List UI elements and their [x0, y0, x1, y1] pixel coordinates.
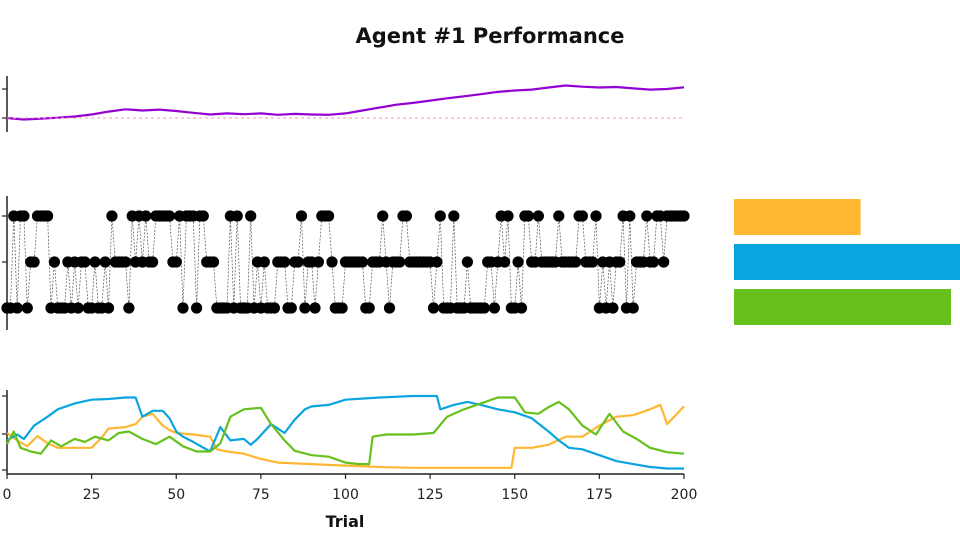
choice-point — [502, 210, 514, 222]
choice-point — [570, 256, 582, 268]
performance-panel — [2, 76, 685, 132]
choice-point — [658, 256, 670, 268]
x-axis-label: Trial — [326, 512, 365, 531]
choice-point — [119, 256, 132, 268]
summary-bar-option-c — [734, 289, 951, 325]
choice-point — [102, 302, 115, 314]
choice-point — [499, 256, 511, 268]
choice-point — [377, 210, 389, 222]
choice-point — [147, 256, 159, 268]
choice-point — [576, 210, 589, 222]
summary-bar-option-b — [734, 244, 960, 280]
choice-point — [614, 256, 626, 268]
choice-point — [18, 210, 30, 222]
choice-point — [279, 256, 291, 268]
choice-point — [641, 210, 653, 222]
x-tick-label: 100 — [332, 487, 359, 503]
choice-point — [590, 210, 602, 222]
choice-point — [356, 256, 368, 268]
choice-point — [231, 210, 243, 222]
x-tick-label: 50 — [167, 487, 185, 503]
x-tick-label: 125 — [417, 487, 444, 503]
choice-point — [512, 256, 524, 268]
option-a-line — [6, 403, 685, 469]
choice-point — [309, 302, 321, 314]
choice-point — [647, 256, 660, 268]
choice-point — [163, 210, 176, 222]
choice-point — [207, 256, 220, 268]
x-tick-label: 150 — [501, 487, 528, 503]
choice-point — [587, 256, 599, 268]
x-tick-label: 0 — [3, 487, 12, 503]
choice-point — [434, 210, 446, 222]
choice-point — [72, 302, 84, 314]
choice-point — [299, 302, 311, 314]
choice-point — [285, 302, 297, 314]
choice-point — [140, 210, 152, 222]
choice-point — [89, 256, 101, 268]
choice-point — [478, 302, 490, 314]
choice-point — [448, 210, 460, 222]
choice-point — [99, 256, 111, 268]
choice-point — [48, 256, 61, 268]
summary-bar-option-a — [734, 199, 861, 235]
choice-panel — [1, 196, 690, 330]
x-tick-label: 25 — [83, 487, 101, 503]
performance-line — [6, 84, 685, 121]
choice-point — [312, 256, 324, 268]
choice-point — [197, 210, 209, 222]
probability-panel: 0 25 50 75 100 125 150 175 200 Trial — [2, 390, 697, 531]
choice-point — [170, 256, 182, 268]
choice-point — [28, 256, 40, 268]
choice-point — [363, 302, 375, 314]
choice-point — [431, 256, 443, 268]
choice-point — [292, 256, 304, 268]
choice-point — [245, 210, 257, 222]
choice-point — [624, 210, 636, 222]
x-tick-label: 200 — [671, 487, 698, 503]
option-c-line — [6, 396, 685, 466]
choice-point — [11, 302, 23, 314]
choice-point — [607, 302, 619, 314]
choice-point — [268, 302, 280, 314]
choice-point — [383, 302, 396, 314]
choice-point — [394, 256, 406, 268]
x-tick-label: 75 — [252, 487, 270, 503]
choice-point — [295, 210, 308, 222]
choice-point — [427, 302, 440, 314]
choice-point — [627, 302, 639, 314]
choice-point — [522, 210, 534, 222]
x-tick-label: 175 — [586, 487, 613, 503]
summary-bars — [734, 199, 960, 325]
choice-point — [515, 302, 528, 314]
choice-point — [42, 210, 54, 222]
choice-point — [79, 256, 91, 268]
choice-point — [123, 302, 135, 314]
choice-point — [488, 302, 500, 314]
choice-point — [177, 302, 189, 314]
chart-title: Agent #1 Performance — [356, 24, 625, 48]
option-b-line — [6, 394, 684, 470]
choice-point — [106, 210, 118, 222]
choice-point — [532, 210, 545, 222]
choice-point — [191, 302, 203, 314]
choice-point — [400, 210, 412, 222]
choice-point — [461, 256, 473, 268]
choice-point — [21, 302, 33, 314]
choice-point — [326, 256, 338, 268]
choice-point — [553, 210, 565, 222]
choice-point — [678, 210, 690, 222]
choice-point — [258, 256, 270, 268]
choice-point — [323, 210, 335, 222]
choice-point — [336, 302, 348, 314]
